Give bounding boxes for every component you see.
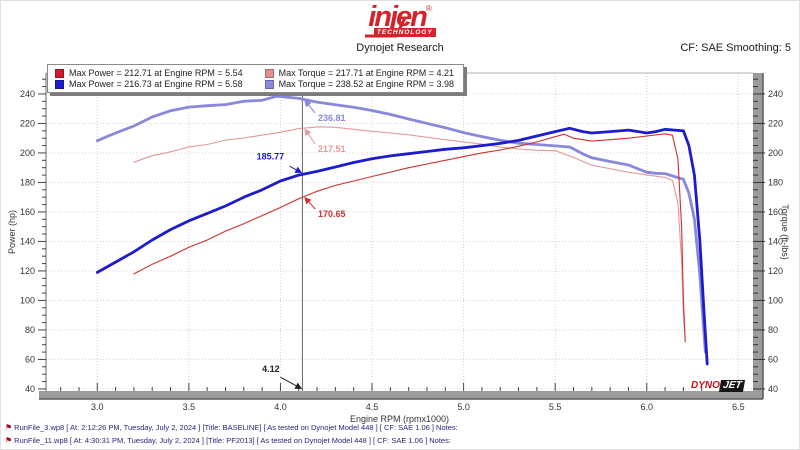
dynojet-logo-dyno: DYNO — [691, 380, 720, 391]
legend-label: Max Torque = 238.52 at Engine RPM = 3.98 — [278, 79, 455, 89]
x-tick-label: 6.5 — [732, 402, 745, 412]
legend-item-max-power-pf2013: Max Power = 216.73 at Engine RPM = 5.58 — [55, 79, 243, 89]
legend-item-max-torque-pf2013: Max Torque = 238.52 at Engine RPM = 3.98 — [264, 79, 455, 89]
x-tick-label: 4.0 — [274, 402, 287, 412]
torque-tick-label: 40 — [768, 384, 778, 394]
torque-tick-label: 200 — [768, 148, 783, 158]
curve-power-pf2013 — [95, 126, 709, 366]
annotation-217.51: 217.51 — [318, 144, 346, 154]
curve-torque-pf2013 — [95, 94, 707, 354]
power-tick-label: 180 — [20, 177, 35, 187]
torque-tick-label: 220 — [768, 118, 783, 128]
power-tick-label: 120 — [20, 266, 35, 276]
dynojet-logo: DYNO JET — [691, 380, 746, 392]
x-tick-label: 3.5 — [183, 402, 196, 412]
y-axis-ticks: 40 40 60 60 80 80 100 100 120 120 140 140 160 160 180 1… — [7, 78, 790, 394]
legend-label: Max Torque = 217.71 at Engine RPM = 4.21 — [278, 68, 455, 78]
torque-tick-label: 60 — [768, 354, 778, 364]
legend-swatch-blue — [55, 79, 64, 89]
torque-tick-label: 180 — [768, 177, 783, 187]
curve-power-baseline — [133, 133, 686, 343]
legend-swatch-pale-red — [264, 68, 274, 78]
power-tick-label: 160 — [20, 207, 35, 217]
torque-tick-label: 240 — [768, 89, 783, 99]
x-axis-title: Engine RPM (rpmx1000) — [350, 414, 449, 424]
power-tick-label: 60 — [25, 354, 35, 364]
page-title: Dynojet Research — [356, 42, 444, 54]
y-axis-title-power: Power (hp) — [7, 210, 17, 254]
x-tick-label: 3.0 — [91, 402, 104, 412]
annotation-236.81: 236.81 — [318, 113, 346, 123]
run-file-list: ⚑ RunFile_3.wp8 [ At: 2:12:26 PM, Tuesday… — [5, 421, 458, 447]
chart-legend: Max Power = 212.71 at Engine RPM = 5.54 … — [47, 64, 465, 93]
legend-item-max-torque-baseline: Max Torque = 217.71 at Engine RPM = 4.21 — [264, 68, 455, 78]
run-file-row-baseline[interactable]: ⚑ RunFile_3.wp8 [ At: 2:12:26 PM, Tuesday… — [5, 421, 458, 434]
power-tick-label: 140 — [20, 236, 35, 246]
run-flag-icon: ⚑ — [5, 423, 13, 432]
power-tick-label: 200 — [20, 148, 35, 158]
power-tick-label: 100 — [20, 295, 35, 305]
legend-label: Max Power = 212.71 at Engine RPM = 5.54 — [69, 68, 243, 78]
dynojet-logo-jet: JET — [718, 380, 746, 392]
smoothing-setting-label: CF: SAE Smoothing: 5 — [680, 42, 791, 54]
x-tick-label: 4.5 — [366, 402, 379, 412]
power-tick-label: 40 — [25, 384, 35, 394]
torque-tick-label: 100 — [768, 295, 783, 305]
power-tick-label: 80 — [25, 325, 35, 335]
curve-torque-baseline — [133, 126, 686, 338]
injen-technology-badge: TECHNOLOGY — [373, 28, 436, 37]
injen-logo: injen — [368, 1, 428, 33]
series-curves — [95, 94, 709, 366]
x-tick-label: 5.0 — [457, 402, 470, 412]
run-file-info: RunFile_3.wp8 [ At: 2:12:26 PM, Tuesday,… — [14, 423, 458, 432]
x-axis-ticks: 3.0 3.5 4.0 4.5 5.0 5.5 6.0 6.5 Engine RPM (rpmx… — [60, 383, 745, 424]
y-axis-title-torque: Torque (ft-lbs) — [780, 204, 790, 260]
torque-tick-label: 80 — [768, 325, 778, 335]
annotation-170.65: 170.65 — [318, 209, 346, 219]
run-flag-icon: ⚑ — [5, 436, 13, 445]
legend-swatch-pale-blue — [264, 79, 274, 89]
axes — [39, 72, 764, 400]
run-file-info: RunFile_11.wp8 [ At: 4:30:31 PM, Tuesday… — [14, 436, 451, 445]
x-tick-label: 6.0 — [641, 402, 654, 412]
torque-tick-label: 140 — [768, 236, 783, 246]
legend-label: Max Power = 216.73 at Engine RPM = 5.58 — [69, 79, 243, 89]
legend-swatch-red — [55, 68, 64, 78]
torque-tick-label: 120 — [768, 266, 783, 276]
legend-item-max-power-baseline: Max Power = 212.71 at Engine RPM = 5.54 — [55, 68, 243, 78]
run-file-row-pf2013[interactable]: ⚑ RunFile_11.wp8 [ At: 4:30:31 PM, Tuesda… — [5, 434, 458, 447]
annotations: 236.81 217.51 185.77 170.65 4.12 — [257, 99, 346, 390]
x-tick-label: 5.5 — [549, 402, 562, 412]
annotation-185.77: 185.77 — [257, 152, 285, 162]
registered-mark: ® — [425, 4, 432, 13]
power-tick-label: 240 — [20, 89, 35, 99]
annotation-4.12: 4.12 — [262, 364, 280, 374]
brand-header: injen® TECHNOLOGY — [1, 1, 799, 38]
power-tick-label: 220 — [20, 118, 35, 128]
gridlines — [46, 73, 753, 391]
torque-tick-label: 160 — [768, 207, 783, 217]
